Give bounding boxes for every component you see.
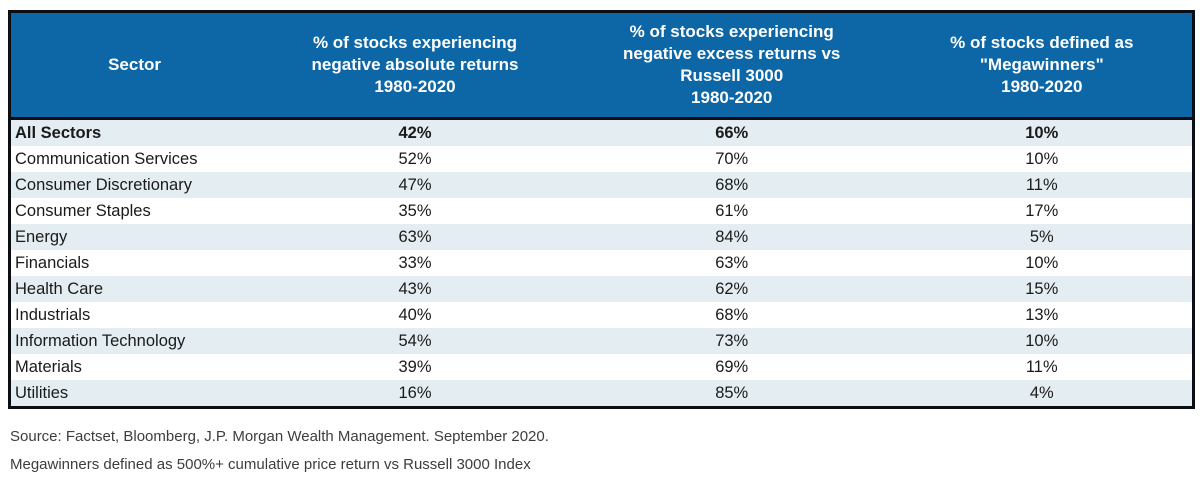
table-header: Sector % of stocks experiencing negative… [9, 11, 1194, 121]
sector-name-cell: Consumer Staples [15, 201, 151, 220]
sector-name-cell: Energy [15, 227, 68, 246]
sector-name-cell: Information Technology [15, 331, 186, 350]
value-cell: 11% [1025, 357, 1058, 376]
value-cell: 10% [1025, 331, 1059, 350]
sector-name-cell: Consumer Discretionary [15, 175, 192, 194]
table-row: Communication Services 52% 70% 10% [9, 146, 1194, 173]
value-cell: 35% [398, 201, 432, 220]
value-cell: 13% [1025, 305, 1059, 324]
footnotes: Source: Factset, Bloomberg, J.P. Morgan … [10, 428, 1190, 484]
value-cell: 16% [398, 383, 432, 402]
table-header-row: Sector % of stocks experiencing negative… [9, 11, 1194, 121]
table-row: Consumer Discretionary 47% 68% 11% [9, 172, 1194, 199]
sector-name-cell: Financials [15, 253, 90, 272]
value-cell: 4% [1029, 383, 1054, 402]
column-header-megawinners: % of stocks defined as "Megawinners" 198… [891, 11, 1194, 121]
source-note: Source: Factset, Bloomberg, J.P. Morgan … [10, 428, 549, 445]
column-header-sector: Sector [9, 11, 259, 121]
sector-name-cell: Materials [15, 357, 82, 376]
value-cell: 33% [398, 253, 432, 272]
value-cell: 68% [715, 175, 749, 194]
value-cell: 85% [715, 383, 749, 402]
table-row: Utilities 16% 85% 4% [9, 380, 1194, 408]
table-row: Energy 63% 84% 5% [9, 224, 1194, 251]
value-cell: 84% [715, 227, 749, 246]
value-cell: 54% [398, 331, 432, 350]
value-cell: 63% [398, 227, 432, 246]
value-cell: 70% [715, 149, 749, 168]
value-cell: 39% [398, 357, 432, 376]
sector-name-cell: Industrials [15, 305, 91, 324]
value-cell: 15% [1025, 279, 1059, 298]
table-row: All Sectors 42% 66% 10% [9, 118, 1194, 147]
value-cell: 52% [398, 149, 432, 168]
sector-name-cell: All Sectors [15, 123, 102, 142]
value-cell: 43% [398, 279, 432, 298]
column-header-negative-excess-returns: % of stocks experiencing negative excess… [571, 11, 892, 121]
value-cell: 10% [1025, 253, 1059, 272]
value-cell: 73% [715, 331, 749, 350]
value-cell: 5% [1029, 227, 1054, 246]
table-row: Financials 33% 63% 10% [9, 250, 1194, 277]
sector-name-cell: Communication Services [15, 149, 198, 168]
value-cell: 47% [398, 175, 432, 194]
value-cell: 69% [715, 357, 749, 376]
value-cell: 61% [715, 201, 749, 220]
column-header-negative-absolute-returns: % of stocks experiencing negative absolu… [258, 11, 572, 121]
table-row: Industrials 40% 68% 13% [9, 302, 1194, 329]
value-cell: 62% [715, 279, 749, 298]
sector-name-cell: Utilities [15, 383, 69, 402]
value-cell: 10% [1025, 123, 1059, 142]
table-row: Materials 39% 69% 11% [9, 354, 1194, 381]
table-row: Consumer Staples 35% 61% 17% [9, 198, 1194, 225]
table-body: All Sectors 42% 66% 10% Communication Servic… [9, 118, 1194, 408]
value-cell: 42% [398, 123, 432, 142]
table-row: Health Care 43% 62% 15% [9, 276, 1194, 303]
value-cell: 17% [1025, 201, 1059, 220]
value-cell: 10% [1025, 149, 1059, 168]
megawinners-definition-note: Megawinners defined as 500%+ cumulative … [10, 456, 531, 473]
value-cell: 63% [715, 253, 749, 272]
sector-returns-table-container: Sector % of stocks experiencing negative… [8, 10, 1195, 410]
sector-name-cell: Health Care [15, 279, 104, 298]
value-cell: 40% [398, 305, 432, 324]
table-row: Information Technology 54% 73% 10% [9, 328, 1194, 355]
value-cell: 11% [1025, 175, 1058, 194]
sector-returns-table: Sector % of stocks experiencing negative… [8, 10, 1195, 410]
value-cell: 68% [715, 305, 749, 324]
value-cell: 66% [715, 123, 749, 142]
